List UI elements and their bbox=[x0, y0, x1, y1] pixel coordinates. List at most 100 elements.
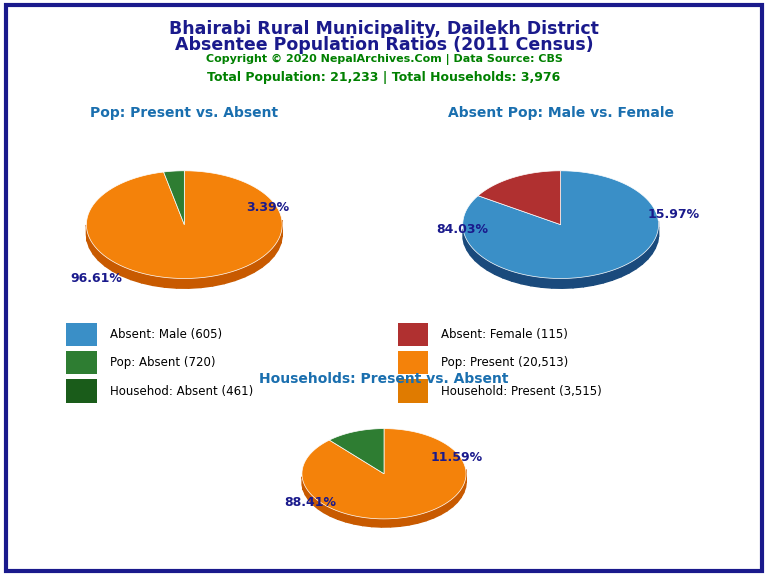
Polygon shape bbox=[313, 496, 318, 509]
Polygon shape bbox=[621, 263, 629, 277]
Polygon shape bbox=[452, 494, 457, 507]
Polygon shape bbox=[98, 251, 105, 266]
Polygon shape bbox=[642, 249, 647, 264]
Text: Total Population: 21,233 | Total Households: 3,976: Total Population: 21,233 | Total Househo… bbox=[207, 71, 561, 85]
Polygon shape bbox=[647, 244, 652, 259]
Polygon shape bbox=[441, 503, 447, 515]
Polygon shape bbox=[90, 238, 93, 254]
Bar bbox=[398, 351, 428, 374]
Polygon shape bbox=[382, 519, 391, 527]
Polygon shape bbox=[465, 234, 467, 250]
Text: 15.97%: 15.97% bbox=[647, 209, 700, 221]
Polygon shape bbox=[346, 514, 354, 524]
Polygon shape bbox=[303, 482, 306, 495]
Bar bbox=[398, 380, 428, 403]
Polygon shape bbox=[481, 256, 488, 270]
Polygon shape bbox=[87, 225, 88, 241]
Polygon shape bbox=[121, 266, 131, 279]
Polygon shape bbox=[318, 501, 323, 513]
Polygon shape bbox=[583, 275, 594, 287]
Polygon shape bbox=[330, 508, 338, 519]
Polygon shape bbox=[655, 233, 657, 248]
Polygon shape bbox=[262, 252, 269, 267]
Text: Household: Present (3,515): Household: Present (3,515) bbox=[442, 385, 602, 397]
Bar bbox=[66, 380, 97, 403]
Polygon shape bbox=[309, 491, 313, 505]
Polygon shape bbox=[521, 274, 531, 286]
Text: 88.41%: 88.41% bbox=[284, 496, 336, 509]
Polygon shape bbox=[278, 233, 281, 250]
Polygon shape bbox=[329, 429, 384, 473]
Polygon shape bbox=[224, 271, 235, 284]
Polygon shape bbox=[629, 259, 636, 273]
Text: Househod: Absent (461): Househod: Absent (461) bbox=[111, 385, 253, 397]
Text: 11.59%: 11.59% bbox=[430, 451, 482, 464]
Text: Absentee Population Ratios (2011 Census): Absentee Population Ratios (2011 Census) bbox=[174, 36, 594, 54]
Polygon shape bbox=[302, 429, 466, 519]
Polygon shape bbox=[200, 276, 213, 287]
Polygon shape bbox=[338, 511, 346, 522]
Text: 84.03%: 84.03% bbox=[437, 223, 488, 236]
Title: Absent Pop: Male vs. Female: Absent Pop: Male vs. Female bbox=[448, 106, 674, 120]
Text: Pop: Present (20,513): Pop: Present (20,513) bbox=[442, 356, 568, 369]
Polygon shape bbox=[87, 170, 282, 278]
Text: Absent: Female (115): Absent: Female (115) bbox=[442, 328, 568, 341]
Polygon shape bbox=[153, 276, 164, 287]
Polygon shape bbox=[213, 274, 224, 286]
Polygon shape bbox=[177, 278, 189, 288]
Polygon shape bbox=[461, 484, 464, 498]
Polygon shape bbox=[245, 263, 253, 277]
Polygon shape bbox=[189, 278, 200, 288]
Polygon shape bbox=[391, 518, 400, 527]
Polygon shape bbox=[409, 515, 418, 525]
Polygon shape bbox=[235, 267, 245, 281]
Title: Households: Present vs. Absent: Households: Present vs. Absent bbox=[260, 372, 508, 386]
Polygon shape bbox=[612, 267, 621, 280]
Text: Bhairabi Rural Municipality, Dailekh District: Bhairabi Rural Municipality, Dailekh Dis… bbox=[169, 20, 599, 38]
Bar bbox=[398, 323, 428, 346]
Polygon shape bbox=[463, 170, 658, 278]
Polygon shape bbox=[113, 262, 121, 276]
Bar bbox=[66, 323, 97, 346]
Polygon shape bbox=[433, 506, 441, 518]
Text: 96.61%: 96.61% bbox=[70, 272, 122, 285]
Polygon shape bbox=[88, 232, 90, 248]
Polygon shape bbox=[363, 517, 372, 526]
Polygon shape bbox=[471, 246, 475, 261]
Polygon shape bbox=[478, 170, 561, 225]
Polygon shape bbox=[131, 270, 141, 283]
Polygon shape bbox=[302, 477, 303, 490]
Polygon shape bbox=[372, 518, 382, 527]
Polygon shape bbox=[475, 251, 481, 266]
Polygon shape bbox=[164, 170, 184, 225]
Polygon shape bbox=[636, 255, 642, 269]
Polygon shape bbox=[105, 256, 113, 271]
Polygon shape bbox=[541, 278, 551, 288]
Polygon shape bbox=[511, 271, 521, 284]
Polygon shape bbox=[323, 505, 330, 516]
Polygon shape bbox=[418, 513, 425, 523]
Text: Pop: Absent (720): Pop: Absent (720) bbox=[111, 356, 216, 369]
Text: Copyright © 2020 NepalArchives.Com | Data Source: CBS: Copyright © 2020 NepalArchives.Com | Dat… bbox=[206, 54, 562, 65]
Polygon shape bbox=[562, 278, 573, 288]
Polygon shape bbox=[652, 238, 655, 254]
Polygon shape bbox=[457, 490, 461, 502]
Polygon shape bbox=[400, 517, 409, 526]
Polygon shape bbox=[463, 229, 465, 244]
Polygon shape bbox=[425, 510, 433, 521]
Polygon shape bbox=[164, 278, 177, 288]
Polygon shape bbox=[306, 487, 309, 500]
Title: Pop: Present vs. Absent: Pop: Present vs. Absent bbox=[91, 106, 278, 120]
Polygon shape bbox=[253, 257, 262, 272]
Polygon shape bbox=[551, 278, 562, 288]
Polygon shape bbox=[503, 268, 511, 281]
Polygon shape bbox=[657, 227, 658, 242]
Text: 3.39%: 3.39% bbox=[246, 200, 289, 214]
Polygon shape bbox=[464, 480, 465, 493]
Polygon shape bbox=[531, 276, 541, 287]
Polygon shape bbox=[269, 246, 274, 262]
Text: Absent: Male (605): Absent: Male (605) bbox=[111, 328, 223, 341]
Polygon shape bbox=[467, 240, 471, 256]
Polygon shape bbox=[141, 273, 153, 286]
Polygon shape bbox=[281, 227, 282, 243]
